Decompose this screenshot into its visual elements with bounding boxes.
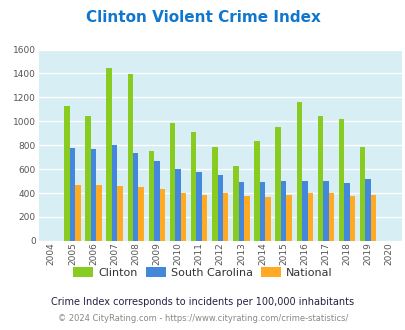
Bar xyxy=(222,193,228,241)
Bar xyxy=(275,127,280,241)
Bar xyxy=(343,183,349,241)
Bar xyxy=(133,153,138,241)
Bar xyxy=(359,147,364,241)
Bar xyxy=(196,172,201,241)
Text: Clinton Violent Crime Index: Clinton Violent Crime Index xyxy=(85,10,320,25)
Bar xyxy=(127,74,133,241)
Bar xyxy=(159,189,165,241)
Bar xyxy=(286,195,291,241)
Bar xyxy=(201,195,207,241)
Bar xyxy=(317,116,322,241)
Bar xyxy=(301,181,307,241)
Text: © 2024 CityRating.com - https://www.cityrating.com/crime-statistics/: © 2024 CityRating.com - https://www.city… xyxy=(58,314,347,323)
Bar xyxy=(169,123,175,241)
Bar xyxy=(75,185,81,241)
Bar xyxy=(232,166,238,241)
Bar xyxy=(254,141,259,241)
Text: Crime Index corresponds to incidents per 100,000 inhabitants: Crime Index corresponds to incidents per… xyxy=(51,297,354,307)
Bar xyxy=(154,161,159,241)
Bar xyxy=(190,132,196,241)
Bar xyxy=(211,147,217,241)
Bar xyxy=(338,119,343,241)
Bar xyxy=(264,197,270,241)
Bar xyxy=(370,195,375,241)
Bar xyxy=(259,182,264,241)
Bar xyxy=(238,182,243,241)
Bar xyxy=(85,116,91,241)
Bar xyxy=(112,145,117,241)
Bar xyxy=(349,196,354,241)
Bar xyxy=(64,106,69,241)
Bar xyxy=(296,102,301,241)
Bar xyxy=(217,175,222,241)
Bar xyxy=(280,181,286,241)
Bar xyxy=(307,193,312,241)
Legend: Clinton, South Carolina, National: Clinton, South Carolina, National xyxy=(69,263,336,282)
Bar xyxy=(180,193,186,241)
Bar xyxy=(91,149,96,241)
Bar xyxy=(328,193,333,241)
Bar xyxy=(138,187,144,241)
Bar xyxy=(175,169,180,241)
Bar xyxy=(364,179,370,241)
Bar xyxy=(69,148,75,241)
Bar xyxy=(117,186,123,241)
Bar xyxy=(322,181,328,241)
Bar xyxy=(243,196,249,241)
Bar xyxy=(148,151,154,241)
Bar xyxy=(106,68,112,241)
Bar xyxy=(96,185,102,241)
